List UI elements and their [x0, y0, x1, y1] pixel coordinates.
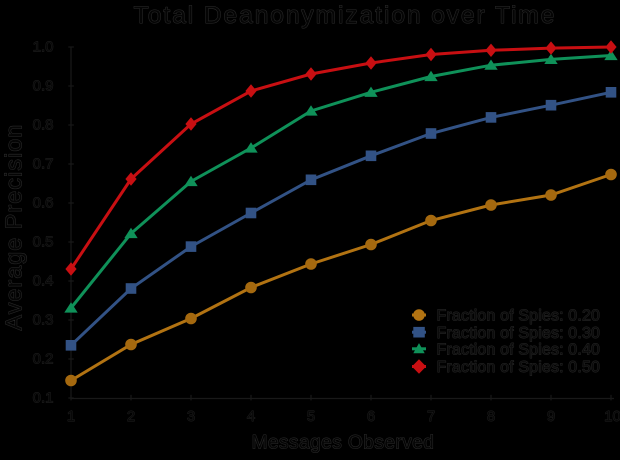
svg-text:Fraction of Spies: 0.30: Fraction of Spies: 0.30: [437, 325, 601, 342]
svg-text:2: 2: [127, 408, 135, 425]
svg-text:Fraction of Spies: 0.50: Fraction of Spies: 0.50: [437, 359, 601, 376]
svg-text:0.1: 0.1: [33, 390, 54, 407]
svg-text:Average Precision: Average Precision: [1, 124, 27, 331]
svg-text:5: 5: [307, 408, 315, 425]
svg-text:0.8: 0.8: [33, 117, 54, 134]
svg-text:Fraction of Spies: 0.40: Fraction of Spies: 0.40: [437, 342, 601, 359]
svg-text:0.3: 0.3: [33, 312, 54, 329]
svg-text:6: 6: [367, 408, 375, 425]
svg-text:0.5: 0.5: [33, 234, 54, 251]
svg-text:9: 9: [547, 408, 555, 425]
svg-text:0.6: 0.6: [33, 195, 54, 212]
svg-text:7: 7: [427, 408, 435, 425]
svg-text:Total Deanonymization over Tim: Total Deanonymization over Time: [134, 2, 557, 29]
svg-text:4: 4: [247, 408, 255, 425]
svg-text:1: 1: [67, 408, 75, 425]
svg-text:Messages Observed: Messages Observed: [252, 433, 435, 454]
svg-text:8: 8: [487, 408, 495, 425]
svg-text:0.9: 0.9: [33, 78, 54, 95]
svg-text:0.2: 0.2: [33, 351, 54, 368]
svg-text:Fraction of Spies: 0.20: Fraction of Spies: 0.20: [437, 308, 601, 325]
svg-text:0.7: 0.7: [33, 156, 54, 173]
svg-text:0.4: 0.4: [33, 273, 54, 290]
svg-text:3: 3: [187, 408, 195, 425]
svg-text:1.0: 1.0: [33, 39, 54, 56]
svg-text:10: 10: [604, 408, 620, 425]
